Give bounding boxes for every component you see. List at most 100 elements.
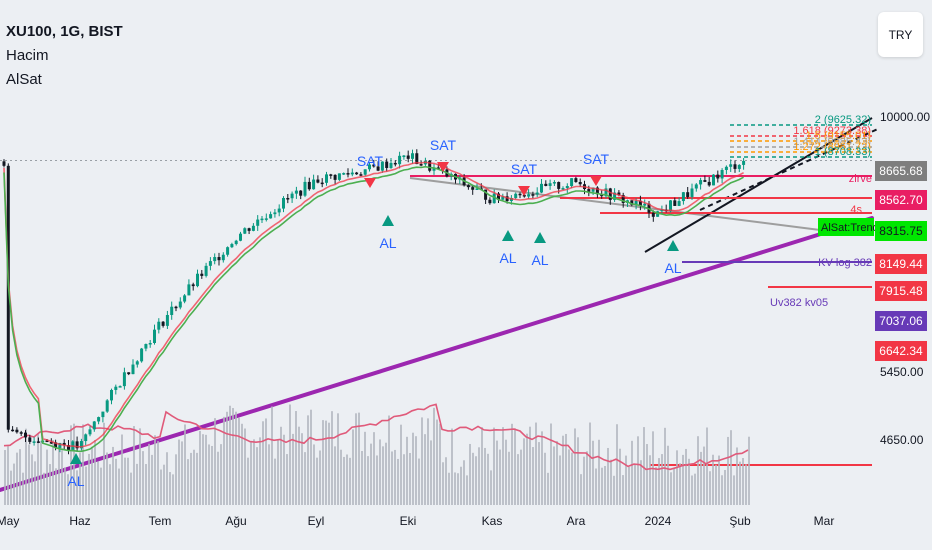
sma-line-red [3, 161, 744, 448]
volume-bar [424, 434, 426, 505]
volume-bar [22, 472, 24, 505]
price-tag-bg [875, 281, 927, 301]
trend-line-long [0, 216, 874, 492]
volume-bar [610, 459, 612, 505]
volume-bar [151, 454, 153, 505]
volume-bar [97, 461, 99, 505]
volume-bar [187, 459, 189, 505]
volume-bar [211, 445, 213, 505]
volume-bar [436, 419, 438, 505]
volume-bar [475, 456, 477, 505]
currency-button[interactable]: TRY [878, 12, 923, 57]
volume-bar [346, 454, 348, 505]
volume-bar [241, 423, 243, 505]
volume-bar [283, 434, 285, 505]
price-tag: 7915.48 [879, 284, 923, 298]
volume-bar [589, 422, 591, 505]
volume-bar [712, 454, 714, 505]
candle-body [282, 197, 285, 209]
candle-body [290, 193, 294, 199]
buy-signal-label: AL [531, 252, 548, 268]
candle-body [28, 437, 32, 442]
volume-bar [301, 433, 303, 505]
volume-bar [568, 449, 570, 505]
candle-body [466, 185, 470, 188]
candle-body [595, 187, 599, 195]
volume-bar [460, 466, 462, 505]
candle-body [312, 179, 316, 190]
candle-body [660, 209, 664, 212]
line-label: 4s [850, 204, 862, 216]
volume-bar [433, 407, 435, 505]
candle-body [518, 193, 522, 196]
volume-bar [28, 444, 30, 505]
candle-body [411, 153, 414, 159]
volume-bar [442, 462, 444, 505]
candle-body [677, 201, 681, 206]
candle-body [316, 179, 320, 183]
x-tick-label: 2024 [645, 514, 672, 528]
candle-body [320, 182, 324, 185]
volume-bar [376, 455, 378, 505]
indicator-volume-label[interactable]: Hacim [6, 47, 49, 64]
candle-body [92, 421, 96, 430]
candle-body [415, 153, 419, 165]
volume-bar [601, 467, 603, 505]
volume-bar [727, 436, 729, 505]
volume-bar [334, 446, 336, 505]
volume-bar [613, 475, 615, 505]
volume-bar [271, 406, 273, 505]
volume-bar [397, 458, 399, 505]
candle-body [669, 200, 672, 212]
candle-body [294, 190, 298, 194]
candle-body [256, 219, 260, 226]
volume-bar [106, 452, 108, 505]
buy-arrow-icon [382, 215, 394, 226]
candle-body [651, 212, 655, 217]
candle-body [484, 189, 488, 200]
candle-body [720, 169, 724, 179]
candle-body [101, 411, 105, 418]
candle-body [11, 429, 15, 432]
candle-body [363, 169, 367, 175]
price-tag: 8665.68 [879, 164, 923, 178]
volume-bar [685, 448, 687, 505]
volume-bar [718, 455, 720, 505]
candle-body [157, 321, 161, 330]
candle-body [105, 400, 109, 412]
volume-bar [448, 472, 450, 505]
volume-bar [355, 413, 357, 505]
candle-body [712, 174, 715, 186]
volume-bar [274, 458, 276, 505]
volume-bar [118, 468, 120, 505]
candle-body [286, 197, 290, 200]
fib-label: 1.414 (9085.43) [793, 136, 871, 148]
candle-body [492, 193, 496, 204]
candle-body [707, 181, 711, 186]
volume-bar [367, 456, 369, 505]
volume-bar [457, 473, 459, 505]
volume-bar [34, 461, 36, 505]
symbol-title[interactable]: XU100, 1G, BIST [6, 23, 123, 40]
volume-bar [556, 441, 558, 505]
volume-bar [121, 434, 123, 505]
volume-bar [529, 426, 531, 505]
price-tag-bg [875, 311, 927, 331]
volume-bar [715, 464, 717, 505]
volume-bar [16, 452, 18, 505]
price-tag-bg [875, 254, 927, 274]
candle-body [501, 196, 505, 200]
volume-bar [661, 454, 663, 505]
candle-body [630, 200, 634, 205]
volume-bar [583, 456, 585, 505]
candle-body [2, 161, 6, 166]
candle-body [346, 173, 350, 175]
sell-arrow-icon [590, 176, 602, 186]
indicator-signal-label[interactable]: AlSat [6, 71, 42, 88]
volume-bar [154, 435, 156, 505]
volume-bar [370, 443, 372, 505]
candle-body [359, 174, 363, 176]
candle-body [350, 172, 354, 175]
candle-body [372, 164, 376, 167]
